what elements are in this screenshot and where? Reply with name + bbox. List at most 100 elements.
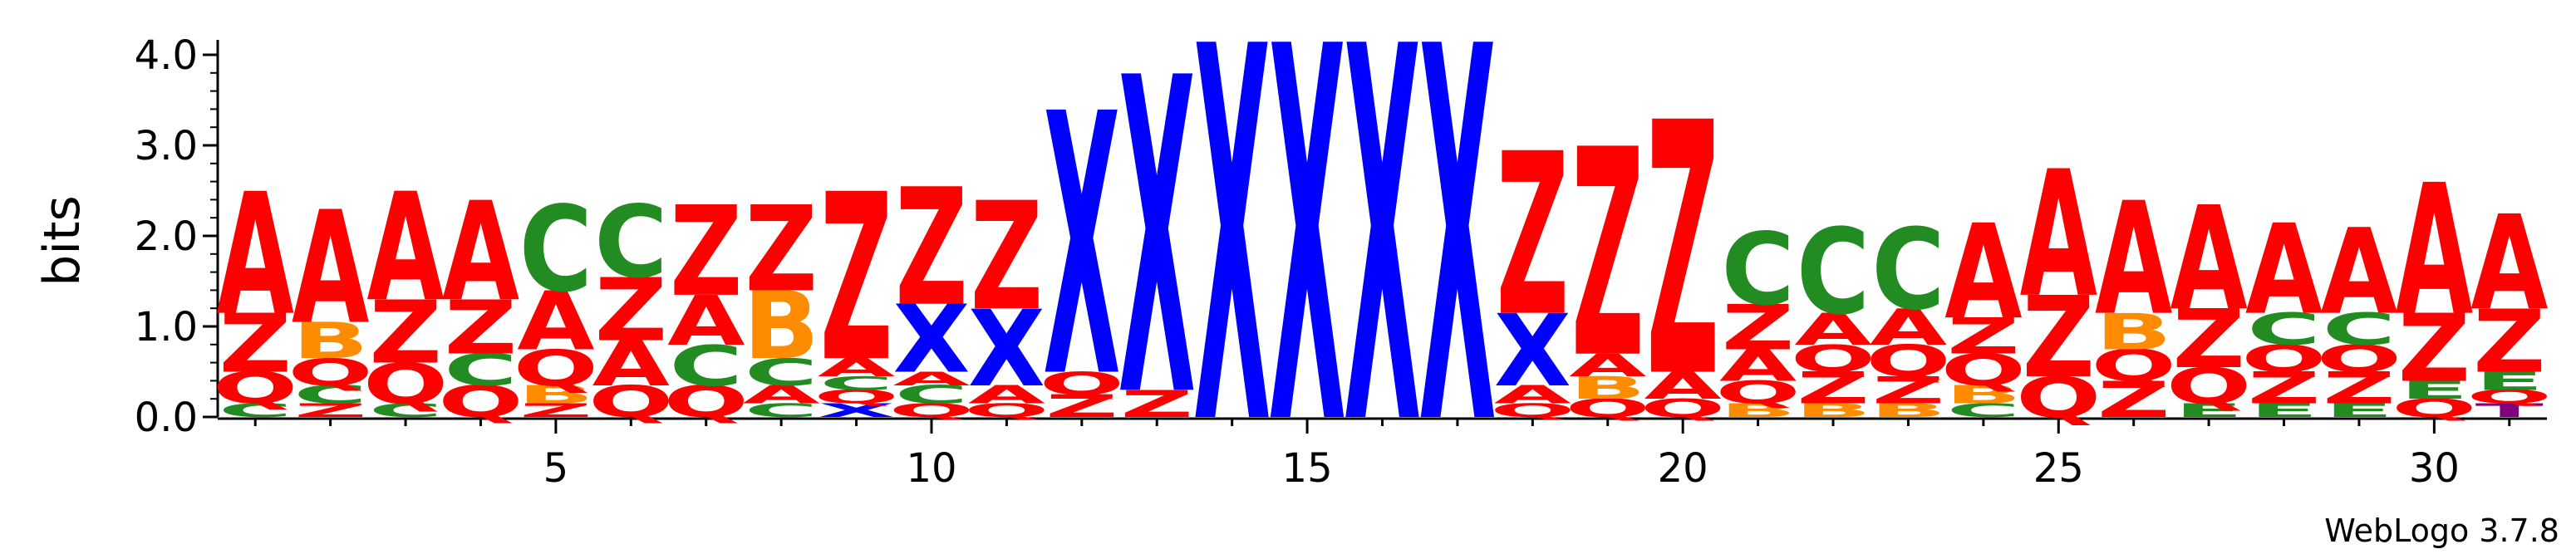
- logo-letter-Q: Q: [514, 340, 598, 397]
- logo-letter-A: A: [517, 274, 595, 369]
- logo-letter-Q: Q: [1791, 338, 1875, 381]
- logo-letter-A: A: [968, 380, 1045, 409]
- logo-letter-Q: Q: [363, 352, 448, 417]
- logo-letter-Q: Q: [588, 377, 673, 428]
- logo-letter-C: C: [444, 345, 517, 395]
- logo-letter-Q: Q: [889, 400, 974, 422]
- logo-letter-Q: Q: [2241, 338, 2326, 381]
- logo-letter-Z: Z: [519, 400, 592, 422]
- logo-letter-C: C: [519, 182, 592, 319]
- logo-letter-Z: Z: [2323, 363, 2395, 414]
- logo-letter-Q: Q: [438, 377, 523, 428]
- logo-letter-C: C: [1947, 400, 2020, 422]
- logo-letter-A: A: [1870, 299, 1948, 356]
- logo-letter-A: A: [2020, 135, 2097, 337]
- logo-letter-Z: Z: [1872, 370, 1944, 413]
- logo-letter-C: C: [895, 380, 968, 409]
- logo-letter-E: E: [2400, 375, 2468, 404]
- logo-letter-Q: Q: [1715, 375, 1800, 411]
- logo-letter-B: B: [293, 313, 369, 370]
- logo-letter-Q: Q: [1640, 394, 1725, 423]
- logo-letter-E: E: [2475, 366, 2544, 395]
- logo-letter-Q: Q: [1941, 345, 2026, 395]
- logo-letter-X: X: [1494, 294, 1571, 409]
- logo-stack-20: QAZ: [1640, 49, 1725, 454]
- logo-letter-Z: Z: [1947, 308, 2019, 365]
- logo-letter-A: A: [217, 159, 294, 353]
- x-tick-label: 10: [906, 445, 956, 492]
- logo-letter-Q: Q: [2016, 365, 2101, 430]
- logo-letter-Z: Z: [895, 155, 967, 343]
- logo-letter-A: A: [1569, 348, 1646, 385]
- logo-letter-Z: Z: [1646, 49, 1718, 454]
- logo-letter-C: C: [369, 400, 442, 422]
- logo-letter-Z: Z: [2097, 371, 2170, 429]
- logo-letter-E: E: [2325, 400, 2393, 422]
- y-axis: 0.0 1.0 2.0 3.0 4.0: [135, 32, 219, 441]
- logo-letter-Z: Z: [1797, 363, 1869, 414]
- logo-letter-A: A: [1644, 365, 1722, 408]
- logo-stack-14: X: [1193, 0, 1271, 539]
- logo-letter-X: X: [1193, 0, 1271, 539]
- logo-letter-Z: Z: [294, 400, 366, 422]
- logo-letter-X: X: [968, 288, 1045, 411]
- logo-letter-B: B: [1870, 400, 1946, 422]
- logo-letter-C: C: [1871, 206, 1944, 336]
- y-tick-label: 2.0: [135, 213, 198, 260]
- logo-letter-Z: Z: [1497, 107, 1569, 366]
- logo-letter-Q: Q: [1866, 336, 1950, 387]
- logo-letter-Z: Z: [369, 282, 441, 383]
- logo-letter-B: B: [743, 272, 819, 380]
- logo-letter-A: A: [292, 179, 369, 359]
- logo-letter-A: A: [818, 353, 895, 382]
- y-tick-label: 4.0: [135, 32, 198, 79]
- logo-letter-Q: Q: [2317, 338, 2401, 381]
- logo-letter-A: A: [1944, 196, 2022, 348]
- logo-letter-Z: Z: [670, 180, 742, 325]
- logo-letter-X: X: [1344, 0, 1421, 539]
- logo-letter-Q: Q: [814, 386, 898, 408]
- logo-letter-C: C: [2323, 304, 2396, 355]
- logo-letter-C: C: [1721, 213, 1794, 327]
- logo-letter-A: A: [1719, 341, 1797, 391]
- logo-letter-E: E: [2249, 400, 2318, 422]
- logo-letter-C: C: [594, 186, 667, 301]
- logo-stack-25: QZA: [2016, 135, 2101, 431]
- logo-letter-B: B: [1945, 380, 2022, 409]
- logo-letter-Z: Z: [2473, 291, 2545, 392]
- logo-letter-B: B: [518, 380, 594, 409]
- logo-letter-B: B: [2096, 304, 2172, 361]
- x-tick-label: 15: [1282, 445, 1333, 492]
- logo-letter-Z: Z: [2023, 274, 2095, 404]
- logo-letter-A: A: [2245, 199, 2323, 343]
- logo-letter-A: A: [742, 380, 819, 409]
- logo-letter-Z: Z: [1722, 292, 1794, 364]
- logo-stack-13: ZX: [1118, 0, 1196, 493]
- logo-letter-B: B: [1720, 400, 1797, 422]
- logo-letter-Z: Z: [595, 259, 667, 360]
- logo-letter-Z: Z: [1045, 389, 1118, 425]
- logo-letter-A: A: [1494, 380, 1571, 409]
- logo-letter-C: C: [745, 351, 818, 395]
- logo-letter-A: A: [667, 282, 745, 361]
- logo-stack-15: X: [1269, 0, 1346, 539]
- logo-letter-A: A: [2396, 146, 2473, 355]
- logo-letter-Q: Q: [2166, 358, 2251, 415]
- logo-letter-Z: Z: [2248, 363, 2320, 414]
- logo-letter-C: C: [669, 334, 742, 399]
- logo-letter-A: A: [2470, 187, 2548, 339]
- logo-letter-X: X: [893, 287, 971, 395]
